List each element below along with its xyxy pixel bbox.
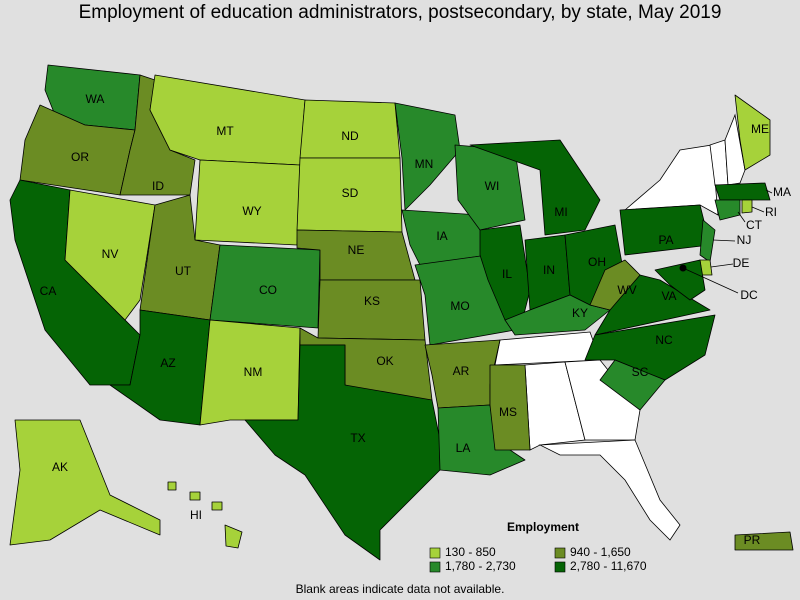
state-shape bbox=[714, 182, 771, 201]
state-label: NM bbox=[244, 365, 263, 379]
legend-label: 130 - 850 bbox=[445, 545, 496, 559]
state-label: SD bbox=[342, 186, 359, 200]
state-label: DC bbox=[740, 288, 758, 302]
leader-line bbox=[765, 189, 773, 194]
state-shape bbox=[394, 102, 461, 211]
state-label: WV bbox=[617, 283, 636, 297]
leader-line bbox=[751, 206, 765, 213]
state-label: AK bbox=[52, 460, 68, 474]
state-shape bbox=[167, 481, 243, 549]
state-shape bbox=[623, 144, 719, 216]
legend-swatch bbox=[429, 561, 441, 573]
state-shape bbox=[149, 74, 306, 166]
state-label: SC bbox=[632, 365, 649, 379]
state-label: DE bbox=[733, 256, 750, 270]
state-shape bbox=[194, 159, 301, 246]
state-label: MA bbox=[773, 185, 791, 199]
state-label: MT bbox=[216, 124, 234, 138]
state-label: WA bbox=[86, 92, 105, 106]
state-label: MO bbox=[450, 299, 469, 313]
legend-label: 2,780 - 11,670 bbox=[570, 559, 647, 573]
state-shape bbox=[494, 331, 601, 366]
state-label: MS bbox=[499, 405, 517, 419]
state-label: ND bbox=[341, 129, 359, 143]
state-label: OK bbox=[376, 354, 393, 368]
state-shape bbox=[469, 139, 601, 236]
state-label: MN bbox=[415, 157, 434, 171]
state-label: MI bbox=[554, 205, 567, 219]
state-label: VA bbox=[661, 289, 676, 303]
state-shape bbox=[9, 419, 161, 546]
state-label: UT bbox=[175, 264, 192, 278]
state-label: NV bbox=[102, 247, 119, 261]
state-label: RI bbox=[765, 205, 777, 219]
state-label: NE bbox=[348, 243, 365, 257]
state-label: AR bbox=[453, 364, 470, 378]
state-shape bbox=[724, 113, 746, 186]
state-labels: WA OR CA NV ID MT WY UT AZ CO NM ND SD NE KS OK TX MN IA MO… bbox=[40, 92, 791, 547]
state-shape bbox=[734, 94, 771, 171]
state-label: CT bbox=[746, 218, 763, 232]
footnote: Blank areas indicate data not available. bbox=[296, 582, 505, 596]
state-label: KS bbox=[364, 294, 380, 308]
state-shape bbox=[699, 219, 716, 263]
leader-line bbox=[712, 239, 736, 242]
state-label: IA bbox=[436, 229, 447, 243]
legend-label: 1,780 - 2,730 bbox=[445, 559, 516, 573]
legend-swatch bbox=[429, 547, 441, 559]
leader-line bbox=[737, 211, 746, 223]
state-label: ID bbox=[152, 179, 164, 193]
state-label: OH bbox=[588, 255, 606, 269]
state-label: NJ bbox=[737, 233, 752, 247]
map-title: Employment of education administrators, … bbox=[79, 2, 722, 23]
state-label: ME bbox=[751, 122, 769, 136]
state-shape bbox=[538, 439, 681, 541]
legend: 130 - 850 940 - 1,650 1,780 - 2,730 2,780 -… bbox=[429, 545, 647, 573]
state-label: CO bbox=[259, 283, 277, 297]
state-label: NC bbox=[655, 333, 673, 347]
state-label: TX bbox=[350, 431, 365, 445]
state-shape bbox=[654, 259, 706, 301]
state-label: WY bbox=[242, 204, 261, 218]
states bbox=[9, 64, 794, 561]
state-label: IL bbox=[502, 267, 512, 281]
leader-line bbox=[710, 263, 734, 268]
state-shape bbox=[244, 344, 446, 561]
state-label: LA bbox=[456, 441, 471, 455]
state-shape bbox=[317, 279, 426, 341]
state-label: IN bbox=[543, 263, 555, 277]
state-label: OR bbox=[71, 150, 89, 164]
state-label: AZ bbox=[160, 356, 175, 370]
state-label: CA bbox=[40, 284, 57, 298]
state-label: PR bbox=[744, 533, 761, 547]
legend-swatch bbox=[554, 561, 566, 573]
state-shape bbox=[741, 199, 753, 214]
state-label: WI bbox=[485, 179, 500, 193]
state-label: KY bbox=[572, 306, 588, 320]
state-shape bbox=[734, 531, 794, 551]
state-label: HI bbox=[190, 508, 202, 522]
state-shape bbox=[489, 364, 531, 451]
leader-line bbox=[682, 267, 739, 294]
state-shape bbox=[714, 199, 741, 221]
legend-label: 940 - 1,650 bbox=[570, 545, 631, 559]
state-shape bbox=[619, 204, 711, 256]
legend-title: Employment bbox=[507, 520, 579, 534]
state-shape bbox=[599, 359, 666, 411]
state-label: PA bbox=[658, 233, 673, 247]
state-shape bbox=[64, 189, 156, 321]
legend-swatch bbox=[554, 547, 566, 559]
